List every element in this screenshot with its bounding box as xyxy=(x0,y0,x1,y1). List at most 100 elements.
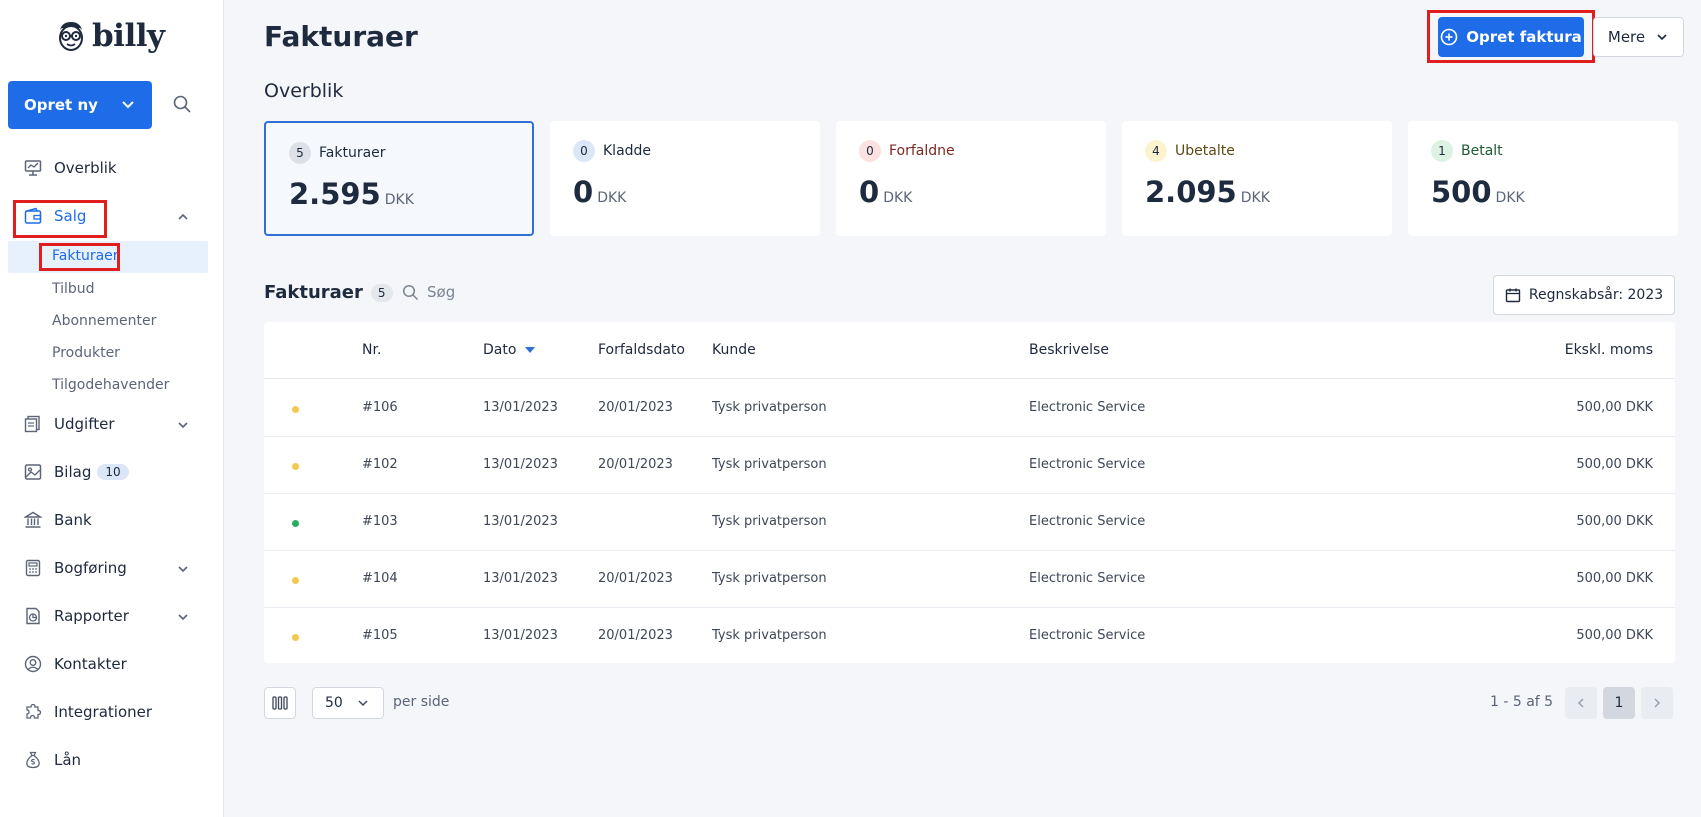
nav-label: Udgifter xyxy=(54,415,115,433)
nav-item-bilag[interactable]: Bilag 10 xyxy=(24,463,129,481)
table-header: Nr. Dato Forfaldsdato Kunde Beskrivelse … xyxy=(264,322,1675,379)
table-row[interactable]: #103 13/01/2023 Tysk privatperson Electr… xyxy=(264,494,1675,551)
more-label: Mere xyxy=(1607,28,1646,46)
card-value: 2.095 xyxy=(1145,175,1237,209)
nav-item-integrationer[interactable]: Integrationer xyxy=(24,703,152,721)
page-button-current[interactable]: 1 xyxy=(1603,687,1635,719)
card-value: 500 xyxy=(1431,175,1492,209)
card-currency: DKK xyxy=(1495,190,1525,206)
cell-amount: 500,00 DKK xyxy=(1576,400,1653,415)
card-label: Forfaldne xyxy=(889,143,955,159)
status-dot-paid xyxy=(292,520,299,527)
cell-amount: 500,00 DKK xyxy=(1576,514,1653,529)
nav-label: Lån xyxy=(54,751,82,769)
overview-card-fakturaer[interactable]: 5 Fakturaer 2.595 DKK xyxy=(264,121,534,236)
prev-page-button[interactable] xyxy=(1565,687,1597,719)
report-icon xyxy=(26,607,40,625)
cell-dato: 13/01/2023 xyxy=(483,571,558,586)
billy-face-icon xyxy=(59,22,83,51)
chevron-up-icon[interactable] xyxy=(176,210,190,224)
cell-nr: #105 xyxy=(362,628,398,643)
cell-kunde: Tysk privatperson xyxy=(712,628,827,643)
cell-amount: 500,00 DKK xyxy=(1576,457,1653,472)
nav-label: Bank xyxy=(54,511,92,529)
nav-item-rapporter[interactable]: Rapporter xyxy=(24,607,129,625)
cell-nr: #104 xyxy=(362,571,398,586)
cell-beskrivelse: Electronic Service xyxy=(1029,514,1146,529)
sub-item-fakturaer[interactable]: Fakturaer xyxy=(52,248,119,264)
nav-item-laan[interactable]: Lån xyxy=(24,751,81,769)
column-header-nr[interactable]: Nr. xyxy=(362,342,382,358)
column-header-forfaldsdato[interactable]: Forfaldsdato xyxy=(598,342,685,358)
card-value: 2.595 xyxy=(289,177,381,211)
image-icon xyxy=(24,464,42,480)
chevron-down-icon[interactable] xyxy=(176,610,190,624)
chevron-right-icon xyxy=(1654,698,1661,708)
create-new-label: Opret ny xyxy=(24,96,98,114)
card-value: 0 xyxy=(859,175,880,209)
nav-item-udgifter[interactable]: Udgifter xyxy=(24,415,114,433)
overview-card-forfaldne[interactable]: 0 Forfaldne 0 DKK xyxy=(836,121,1106,236)
cell-forfaldsdato: 20/01/2023 xyxy=(598,400,673,415)
chevron-down-icon[interactable] xyxy=(176,562,190,576)
billy-logo[interactable]: billy xyxy=(56,18,165,54)
overview-card-ubetalte[interactable]: 4 Ubetalte 2.095 DKK xyxy=(1122,121,1392,236)
nav-item-overblik[interactable]: Overblik xyxy=(24,159,117,177)
nav-label: Bogføring xyxy=(54,559,127,577)
list-search[interactable]: Søg xyxy=(402,283,455,301)
nav-label: Salg xyxy=(54,207,87,225)
sub-item-tilgodehavender[interactable]: Tilgodehavender xyxy=(52,377,170,393)
nav-item-bank[interactable]: Bank xyxy=(24,511,92,529)
column-header-dato[interactable]: Dato xyxy=(483,342,535,358)
invoice-list-title: Fakturaer 5 xyxy=(264,282,393,303)
card-currency: DKK xyxy=(384,192,414,208)
status-dot-unpaid xyxy=(292,406,299,413)
per-page-select[interactable]: 50 xyxy=(312,687,384,719)
create-new-button[interactable]: Opret ny xyxy=(8,81,152,129)
column-settings-button[interactable] xyxy=(264,687,296,719)
calendar-icon xyxy=(1505,288,1521,303)
table-row[interactable]: #106 13/01/2023 20/01/2023 Tysk privatpe… xyxy=(264,380,1675,437)
overview-card-kladde[interactable]: 0 Kladde 0 DKK xyxy=(550,121,820,236)
sub-item-abonnementer[interactable]: Abonnementer xyxy=(52,313,157,329)
columns-icon xyxy=(272,696,288,710)
cell-beskrivelse: Electronic Service xyxy=(1029,457,1146,472)
status-dot-unpaid xyxy=(292,634,299,641)
cell-nr: #106 xyxy=(362,400,398,415)
column-header-amount[interactable]: Ekskl. moms xyxy=(1564,342,1653,358)
highlight-box-salg xyxy=(13,200,107,238)
cell-forfaldsdato: 20/01/2023 xyxy=(598,571,673,586)
per-page-value: 50 xyxy=(325,695,343,711)
chevron-down-icon[interactable] xyxy=(176,418,190,432)
sub-item-produkter[interactable]: Produkter xyxy=(52,345,120,361)
search-icon[interactable] xyxy=(172,94,192,118)
fiscal-year-filter[interactable]: Regnskabsår: 2023 xyxy=(1493,275,1675,315)
nav-item-kontakter[interactable]: Kontakter xyxy=(24,655,127,673)
invoice-table: Nr. Dato Forfaldsdato Kunde Beskrivelse … xyxy=(264,322,1675,663)
card-count: 0 xyxy=(859,140,881,162)
column-header-kunde[interactable]: Kunde xyxy=(712,342,756,358)
nav-label: Integrationer xyxy=(54,703,153,721)
nav-item-salg[interactable]: Salg xyxy=(24,207,86,225)
nav-item-bogforing[interactable]: Bogføring xyxy=(24,559,127,577)
table-row[interactable]: #102 13/01/2023 20/01/2023 Tysk privatpe… xyxy=(264,437,1675,494)
card-count: 5 xyxy=(289,142,311,164)
cell-kunde: Tysk privatperson xyxy=(712,571,827,586)
overview-card-betalt[interactable]: 1 Betalt 500 DKK xyxy=(1408,121,1678,236)
cell-beskrivelse: Electronic Service xyxy=(1029,628,1146,643)
more-button[interactable]: Mere xyxy=(1593,17,1684,57)
bilag-count-badge: 10 xyxy=(97,464,129,480)
receipt-icon xyxy=(24,415,40,433)
chevron-down-icon xyxy=(358,700,368,707)
next-page-button[interactable] xyxy=(1641,687,1673,719)
column-header-beskrivelse[interactable]: Beskrivelse xyxy=(1029,342,1109,358)
table-row[interactable]: #105 13/01/2023 20/01/2023 Tysk privatpe… xyxy=(264,608,1675,665)
list-title-text: Fakturaer xyxy=(264,282,363,303)
list-count-badge: 5 xyxy=(370,283,393,302)
sub-item-tilbud[interactable]: Tilbud xyxy=(52,281,95,297)
fiscal-year-label: Regnskabsår: 2023 xyxy=(1528,287,1664,303)
table-row[interactable]: #104 13/01/2023 20/01/2023 Tysk privatpe… xyxy=(264,551,1675,608)
plus-circle-icon xyxy=(1440,28,1458,46)
wallet-icon xyxy=(24,207,42,224)
create-invoice-button[interactable]: Opret faktura xyxy=(1438,17,1584,57)
